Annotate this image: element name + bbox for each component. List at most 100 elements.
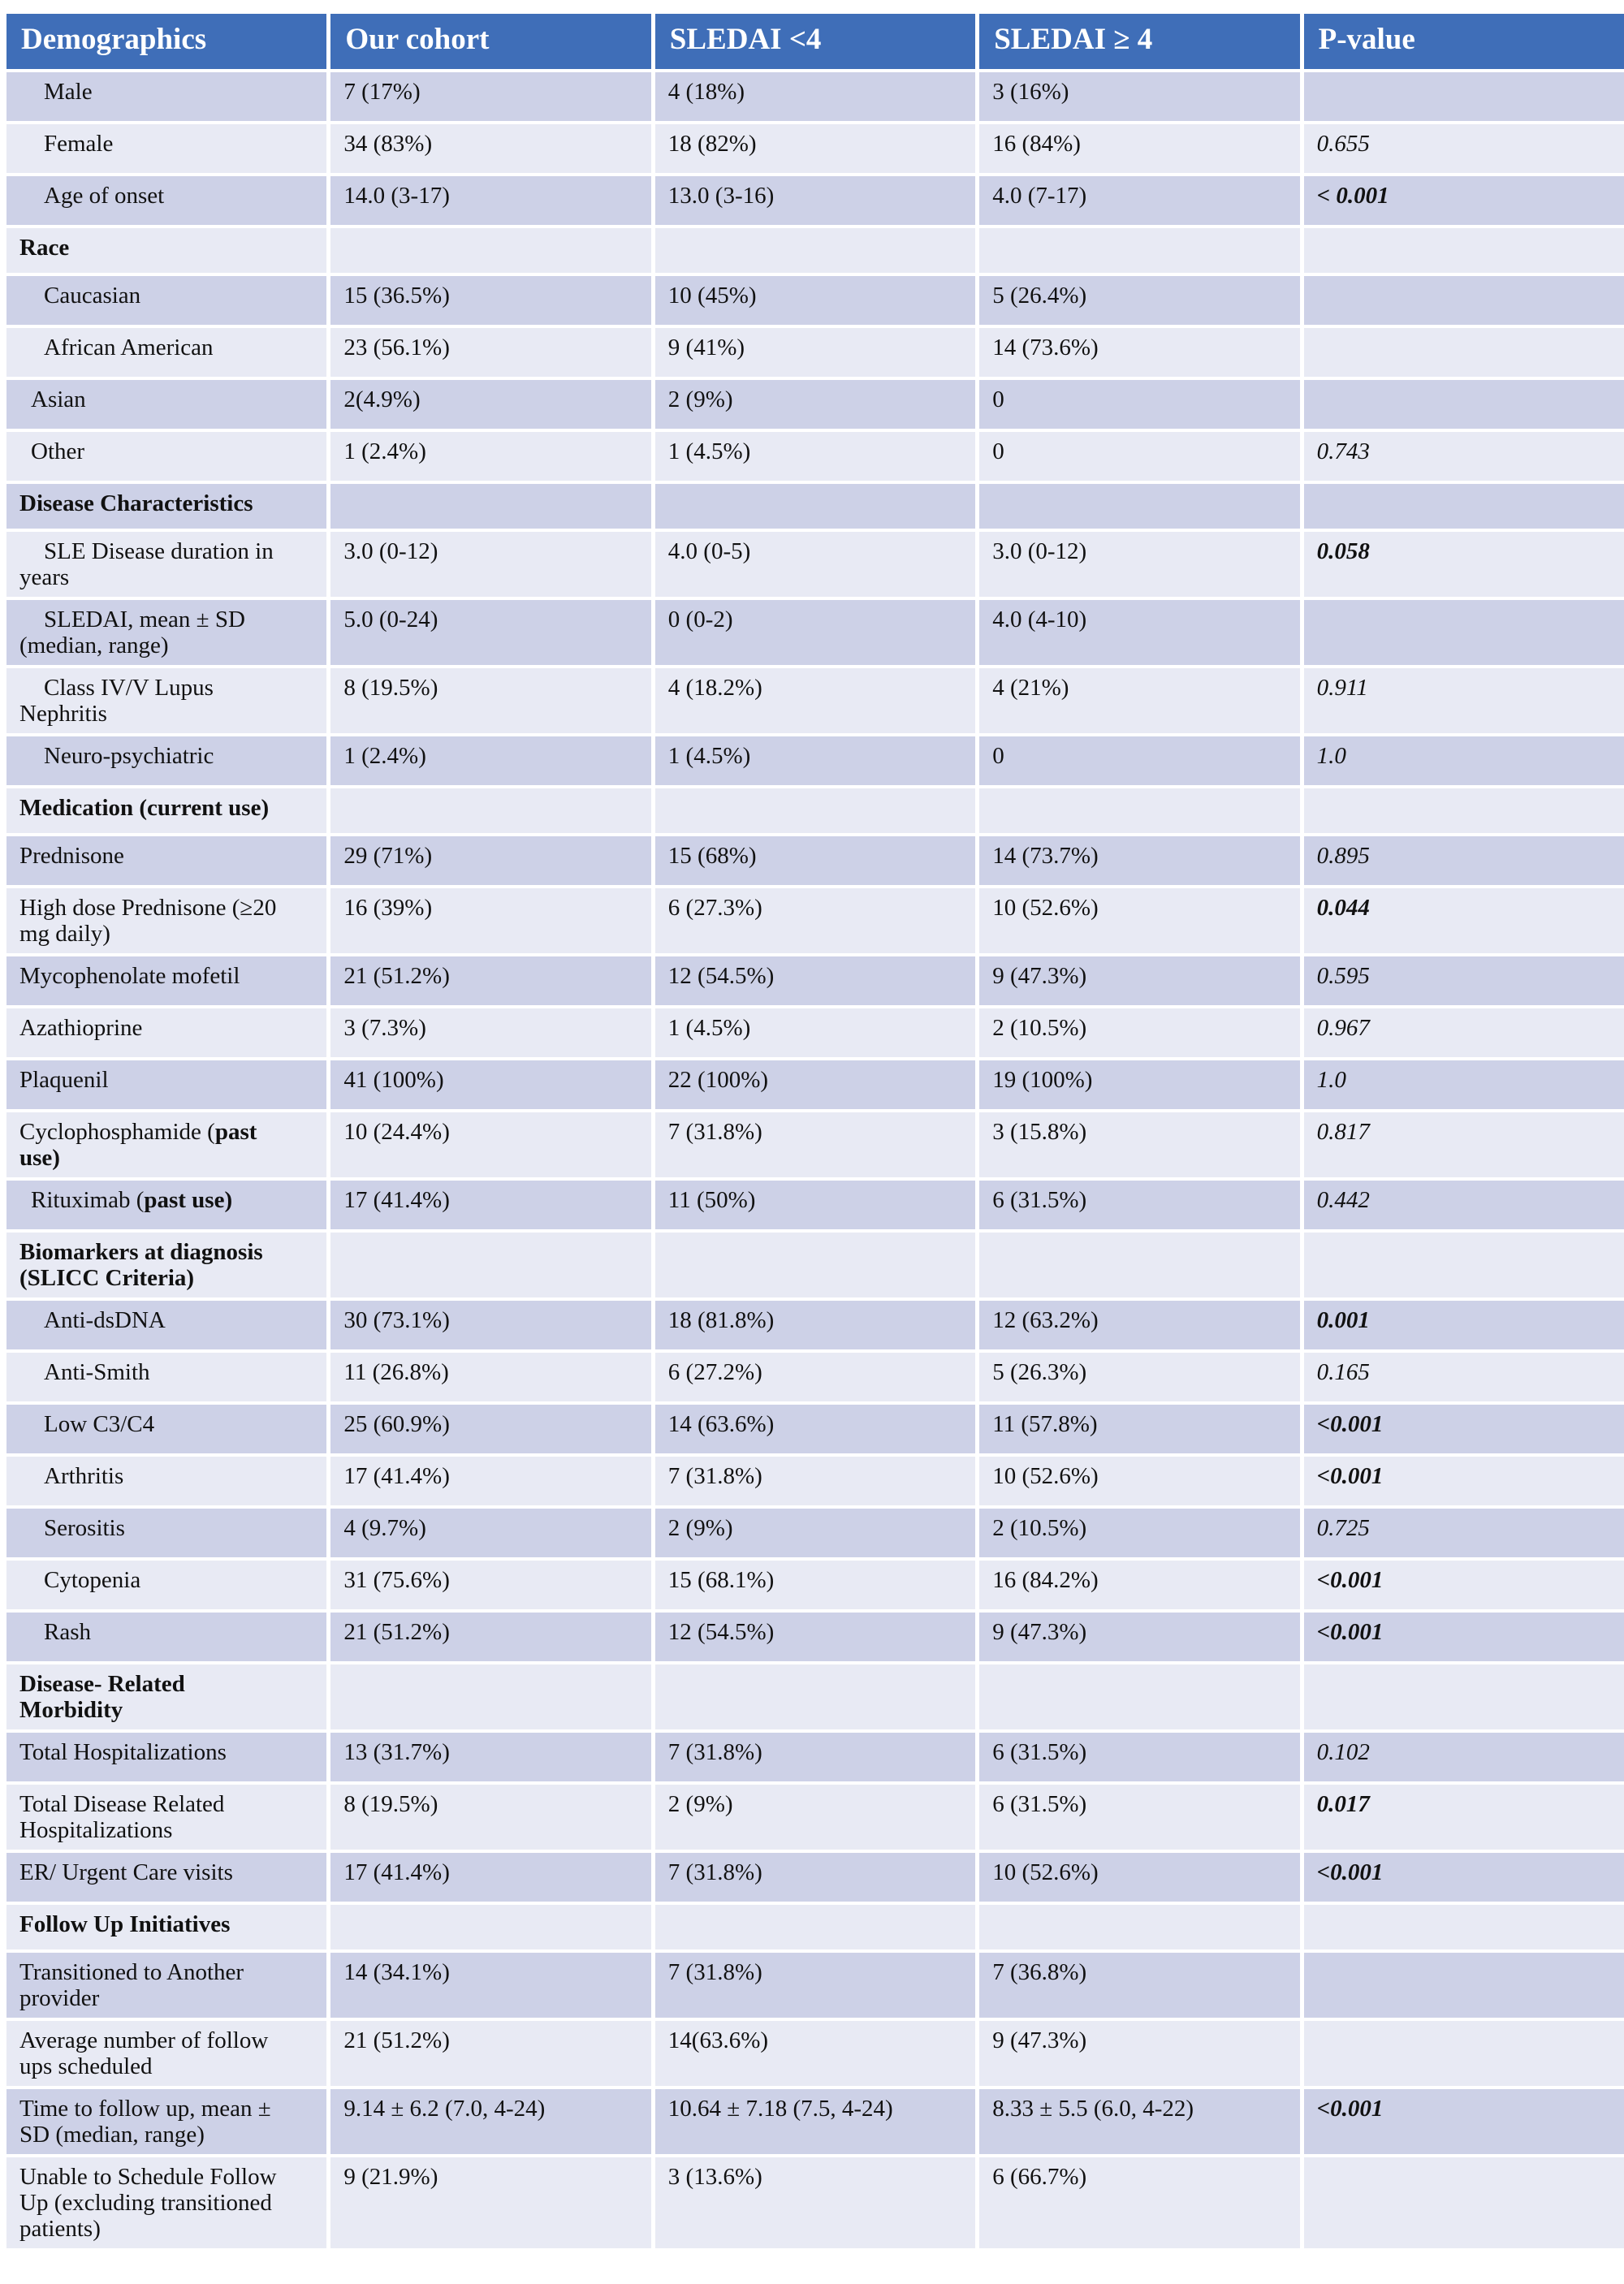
cell-sledai-ge4: [979, 484, 1300, 529]
cell-sledai-lt4: 6 (27.3%): [654, 888, 976, 953]
cell-our-cohort: 8 (19.5%): [330, 668, 651, 733]
cell-our-cohort: [330, 1233, 651, 1297]
row-label-text: Male: [44, 79, 93, 105]
cell-sledai-lt4: [654, 1905, 976, 1949]
row-label-text: Unable to Schedule Follow Up (excluding …: [19, 2164, 277, 2242]
cell-our-cohort: 10 (24.4%): [330, 1112, 651, 1177]
row-label: Class IV/V Lupus Nephritis: [6, 668, 327, 733]
table-row: Arthritis 17 (41.4%) 7 (31.8%) 10 (52.6%) <0…: [6, 1457, 1624, 1505]
row-label: Arthritis: [6, 1457, 327, 1505]
cell-sledai-lt4: 14 (63.6%): [654, 1405, 976, 1453]
cell-sledai-lt4: 1 (4.5%): [654, 1008, 976, 1057]
cell-our-cohort: 23 (56.1%): [330, 328, 651, 377]
cell-sledai-ge4: 5 (26.4%): [979, 276, 1300, 325]
row-label-text: Time to follow up, mean ± SD (median, ra…: [19, 2096, 271, 2148]
cell-sledai-lt4: [654, 228, 976, 273]
row-label-text: Race: [19, 235, 70, 261]
cell-our-cohort: 21 (51.2%): [330, 2021, 651, 2086]
cell-our-cohort: 11 (26.8%): [330, 1353, 651, 1401]
table-row: Caucasian 15 (36.5%) 10 (45%) 5 (26.4%): [6, 276, 1624, 325]
cell-sledai-lt4: 2 (9%): [654, 1785, 976, 1850]
cell-p-value: [1303, 1905, 1624, 1949]
cell-our-cohort: [330, 484, 651, 529]
row-label-text: Neuro-psychiatric: [44, 743, 214, 769]
cell-sledai-ge4: 4 (21%): [979, 668, 1300, 733]
cell-sledai-ge4: 4.0 (7-17): [979, 176, 1300, 225]
table-row: Female 34 (83%) 18 (82%) 16 (84%) 0.655: [6, 124, 1624, 173]
row-label: Cyclophosphamide (past use): [6, 1112, 327, 1177]
row-label-text: Plaquenil: [19, 1067, 109, 1093]
cell-p-value: <0.001: [1303, 2089, 1624, 2154]
cell-sledai-ge4: [979, 1233, 1300, 1297]
cell-p-value: [1303, 328, 1624, 377]
cell-sledai-lt4: 12 (54.5%): [654, 956, 976, 1005]
row-label: Total Hospitalizations: [6, 1733, 327, 1781]
row-label-text: Asian: [31, 386, 86, 412]
row-label: Transitioned to Another provider: [6, 1953, 327, 2018]
table-row: Other 1 (2.4%) 1 (4.5%) 0 0.743: [6, 432, 1624, 481]
row-label: Azathioprine: [6, 1008, 327, 1057]
cell-p-value: [1303, 380, 1624, 429]
table-body: Male 7 (17%) 4 (18%) 3 (16%) Female 34 (83%) 1…: [6, 72, 1624, 2248]
section-row: Biomarkers at diagnosis (SLICC Criteria): [6, 1233, 1624, 1297]
cell-p-value: 0.442: [1303, 1181, 1624, 1229]
column-header-p-value: P-value: [1303, 14, 1624, 69]
row-label: Disease Characteristics: [6, 484, 327, 529]
table-row: SLE Disease duration in years 3.0 (0-12) 4…: [6, 532, 1624, 597]
row-label: Rash: [6, 1613, 327, 1661]
cell-sledai-ge4: 5 (26.3%): [979, 1353, 1300, 1401]
cell-our-cohort: 1 (2.4%): [330, 432, 651, 481]
column-header-demographics: Demographics: [6, 14, 327, 69]
table-row: Neuro-psychiatric 1 (2.4%) 1 (4.5%) 0 1.0: [6, 736, 1624, 785]
cell-sledai-lt4: [654, 1233, 976, 1297]
cell-sledai-lt4: 10 (45%): [654, 276, 976, 325]
cell-p-value: [1303, 72, 1624, 121]
row-label: Age of onset: [6, 176, 327, 225]
cell-our-cohort: 21 (51.2%): [330, 956, 651, 1005]
row-label-text: Rituximab (: [31, 1187, 145, 1213]
table-row: Serositis 4 (9.7%) 2 (9%) 2 (10.5%) 0.725: [6, 1509, 1624, 1557]
cell-our-cohort: 4 (9.7%): [330, 1509, 651, 1557]
cell-p-value: 0.911: [1303, 668, 1624, 733]
cell-p-value: <0.001: [1303, 1457, 1624, 1505]
cell-sledai-ge4: 9 (47.3%): [979, 956, 1300, 1005]
cell-our-cohort: 14.0 (3-17): [330, 176, 651, 225]
cell-our-cohort: 25 (60.9%): [330, 1405, 651, 1453]
row-label-text: Disease- Related Morbidity: [19, 1671, 185, 1723]
cell-p-value: 0.001: [1303, 1301, 1624, 1349]
row-label: ER/ Urgent Care visits: [6, 1853, 327, 1902]
table-row: Average number of follow ups scheduled 21…: [6, 2021, 1624, 2086]
row-label-text: Total Disease Related Hospitalizations: [19, 1791, 225, 1843]
cell-p-value: [1303, 1233, 1624, 1297]
table-row: Azathioprine 3 (7.3%) 1 (4.5%) 2 (10.5%) 0.9…: [6, 1008, 1624, 1057]
row-label: Other: [6, 432, 327, 481]
cell-sledai-ge4: 0: [979, 432, 1300, 481]
row-label-text: Biomarkers at diagnosis (SLICC Criteria): [19, 1239, 263, 1291]
cell-sledai-ge4: 10 (52.6%): [979, 1457, 1300, 1505]
cell-sledai-lt4: 10.64 ± 7.18 (7.5, 4-24): [654, 2089, 976, 2154]
cell-sledai-ge4: 6 (31.5%): [979, 1181, 1300, 1229]
column-header-sledai-lt4: SLEDAI <4: [654, 14, 976, 69]
cell-p-value: 0.595: [1303, 956, 1624, 1005]
cell-our-cohort: [330, 788, 651, 833]
row-label-text: Transitioned to Another provider: [19, 1959, 244, 2011]
row-label-text: Class IV/V Lupus Nephritis: [19, 675, 214, 727]
demographics-table: Demographics Our cohort SLEDAI <4 SLEDAI…: [6, 14, 1624, 2248]
row-label: Low C3/C4: [6, 1405, 327, 1453]
cell-sledai-lt4: 13.0 (3-16): [654, 176, 976, 225]
row-label-text: Anti-Smith: [44, 1359, 150, 1385]
cell-sledai-ge4: 16 (84.2%): [979, 1561, 1300, 1609]
table-row: Rituximab (past use) 17 (41.4%) 11 (50%) 6 …: [6, 1181, 1624, 1229]
table-row: Total Disease Related Hospitalizations 8 …: [6, 1785, 1624, 1850]
cell-sledai-ge4: 6 (31.5%): [979, 1733, 1300, 1781]
cell-our-cohort: 41 (100%): [330, 1060, 651, 1109]
cell-sledai-ge4: 3.0 (0-12): [979, 532, 1300, 597]
row-label: Follow Up Initiatives: [6, 1905, 327, 1949]
cell-sledai-lt4: 1 (4.5%): [654, 432, 976, 481]
cell-p-value: [1303, 1953, 1624, 2018]
cell-sledai-lt4: 18 (82%): [654, 124, 976, 173]
cell-our-cohort: 17 (41.4%): [330, 1457, 651, 1505]
cell-our-cohort: 34 (83%): [330, 124, 651, 173]
row-label-text: Other: [31, 438, 85, 464]
table-row: ER/ Urgent Care visits 17 (41.4%) 7 (31.8%…: [6, 1853, 1624, 1902]
